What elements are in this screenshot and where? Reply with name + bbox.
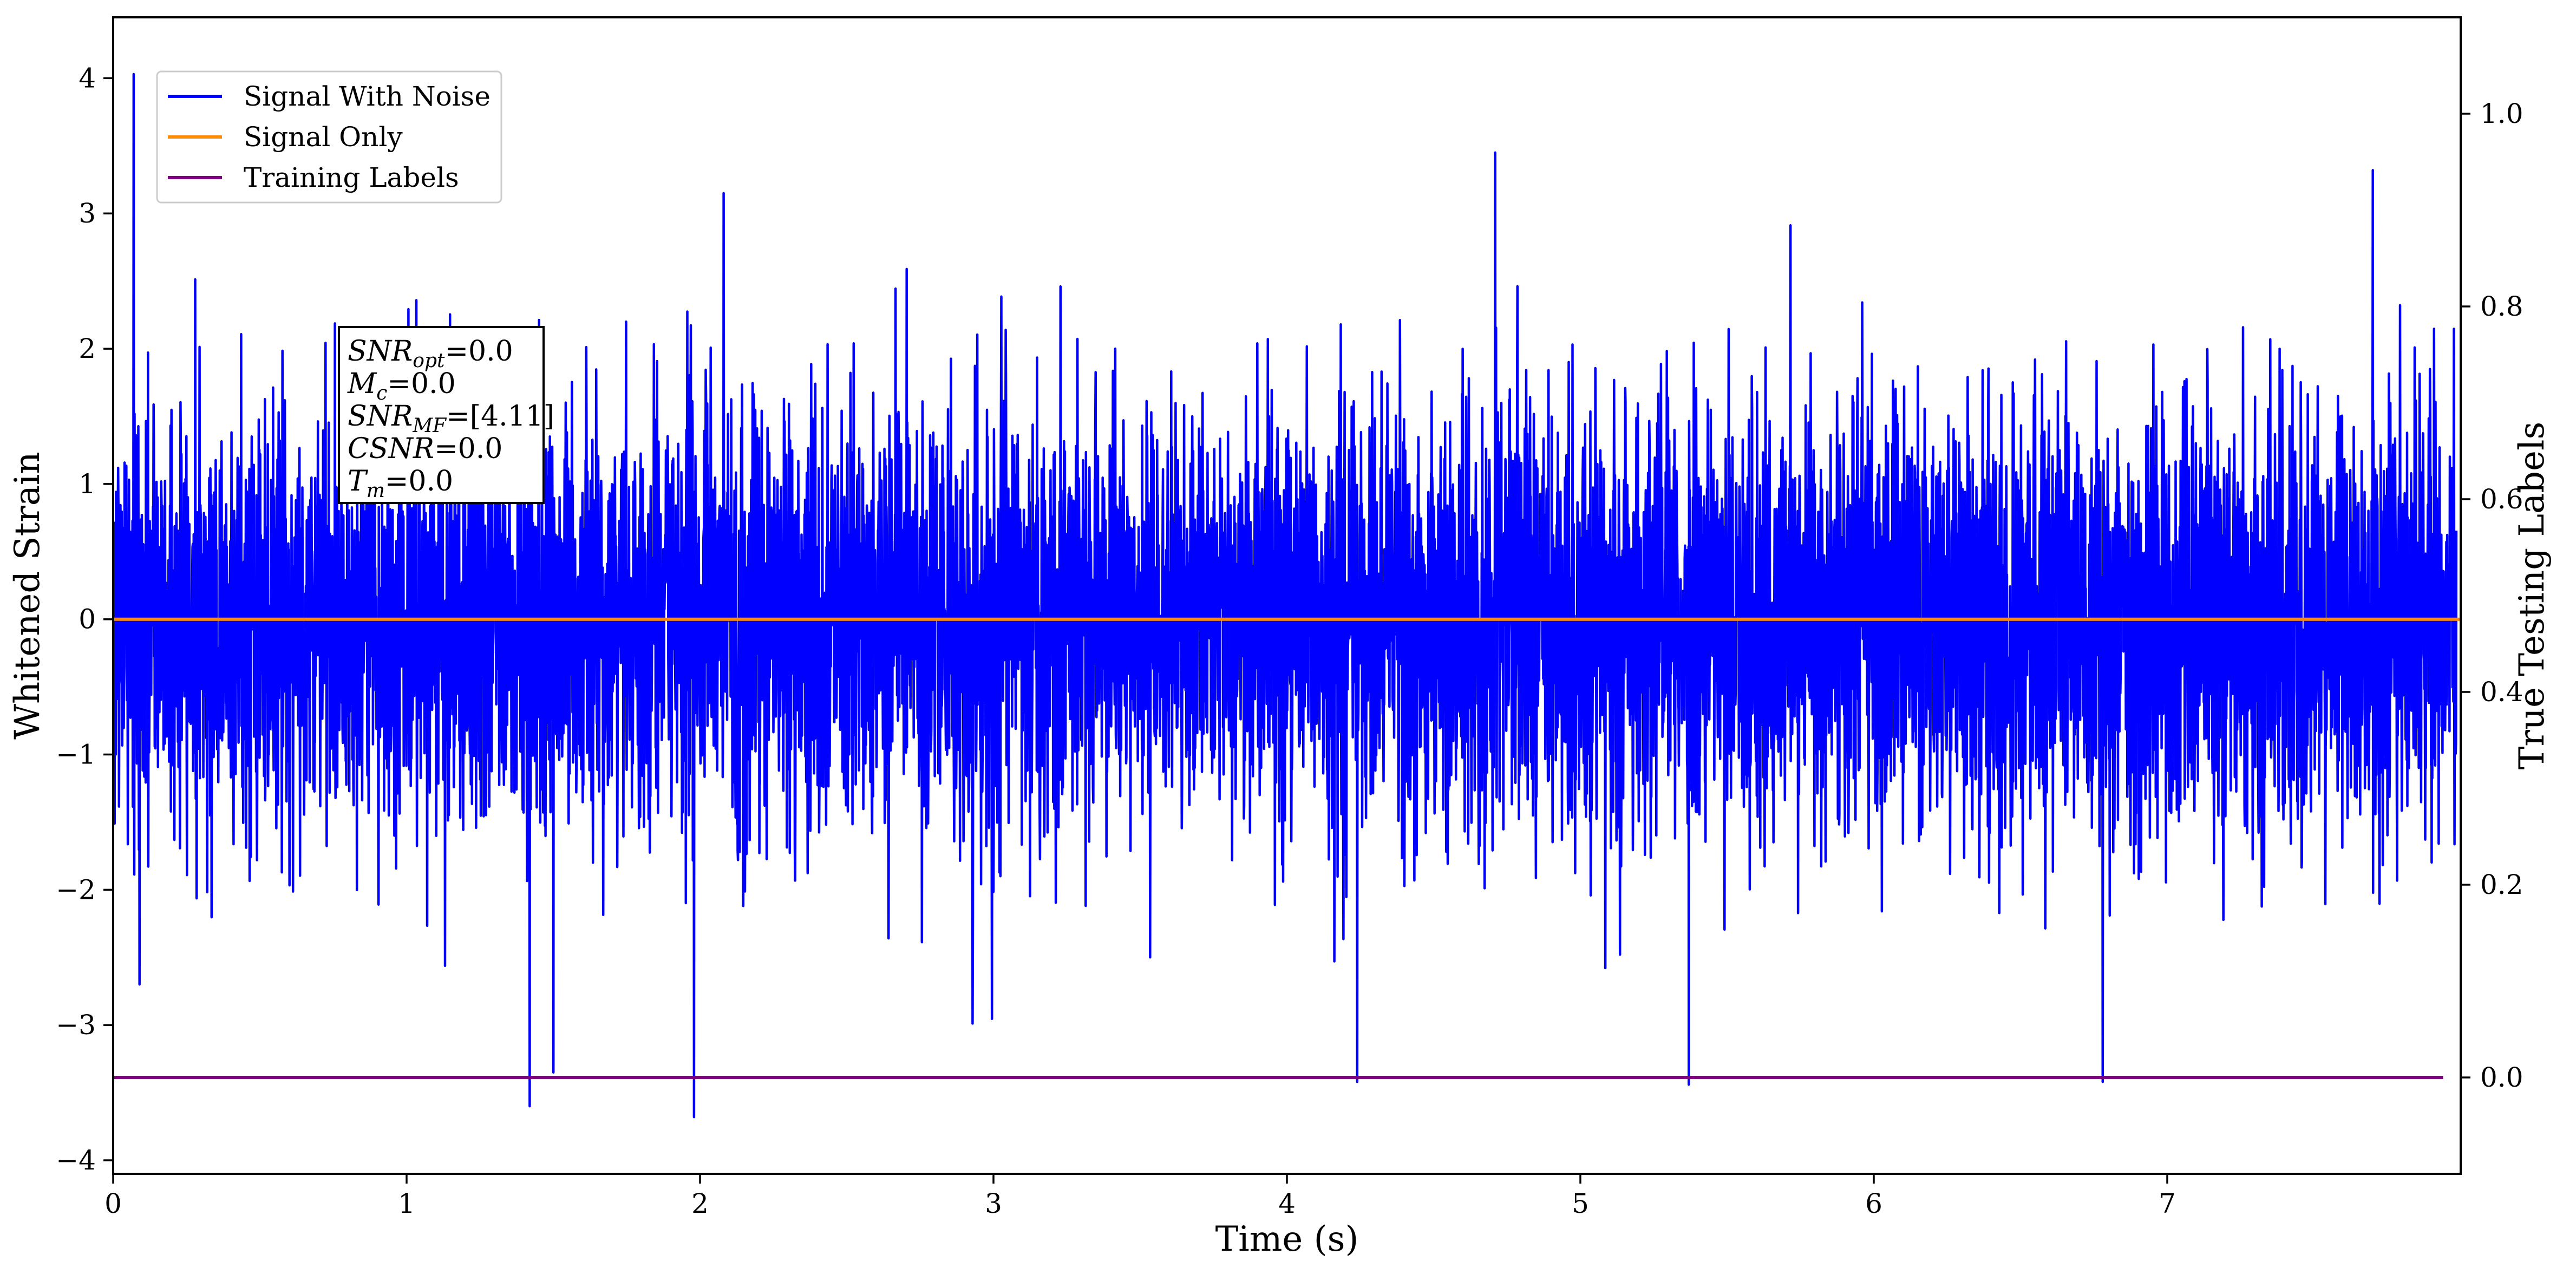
y2-tick-label: 0.2: [2480, 869, 2523, 900]
annotation-value: =0.0: [385, 465, 453, 498]
annotation-subscript: m: [367, 480, 385, 502]
y-tick-label: 3: [79, 198, 96, 229]
y-tick-label: 0: [79, 604, 96, 635]
y-tick-label: 4: [79, 62, 96, 94]
legend-label: Signal With Noise: [244, 81, 491, 112]
axes-layer: 0 1 2 3 4 5 6 7 −4 −3 −2 −1 0 1 2 3 4 0.0 0.2 0.4 0.6 0.8 1.0 T…: [8, 16, 2552, 1259]
annotation-subscript: MF: [412, 415, 447, 437]
legend-label: Training Labels: [244, 162, 459, 193]
x-tick-label: 2: [691, 1188, 709, 1219]
y-tick-label: −3: [56, 1009, 96, 1041]
x-tick-label: 6: [1865, 1188, 1882, 1219]
y-tick-label: 1: [79, 468, 96, 500]
annotation-subscript: c: [376, 382, 387, 404]
x-tick-label: 0: [104, 1188, 122, 1219]
annotation-line: Mc=0.0: [347, 368, 456, 404]
annotation-symbol: SNR: [348, 335, 413, 368]
annotation-value: =0.0: [387, 368, 455, 400]
annotation-symbol: T: [348, 465, 368, 498]
x-tick-label: 1: [398, 1188, 415, 1219]
y2-tick-label: 0.8: [2480, 291, 2523, 322]
annotation-line: SNRopt=0.0: [348, 335, 513, 372]
x-tick-label: 7: [2159, 1188, 2176, 1219]
y2-tick-label: 1.0: [2480, 98, 2523, 129]
annotation-value: =0.0: [444, 335, 513, 368]
annotation-value: =0.0: [434, 433, 502, 465]
annotation-symbol: SNR: [348, 400, 413, 433]
annotation-box: SNRopt=0.0Mc=0.0SNRMF=[4.11]CSNR=0.0Tm=0…: [338, 326, 554, 504]
legend-label: Signal Only: [244, 121, 403, 153]
annotation-line: Tm=0.0: [348, 465, 453, 502]
x-axis-title: Time (s): [1215, 1219, 1359, 1259]
y-axis-title: Whitened Strain: [8, 452, 48, 739]
y2-tick-label: 0.4: [2480, 676, 2523, 708]
y-tick-label: 2: [79, 333, 96, 364]
y2-tick-label: 0.6: [2480, 484, 2523, 515]
annotation-frame: [338, 326, 545, 504]
annotation-subscript: opt: [413, 350, 445, 372]
plot-area: [113, 73, 2461, 1119]
annotation-line: CSNR=0.0: [348, 433, 502, 465]
series-signal-with-noise: [113, 73, 2458, 1119]
y2-tick-label: 0.0: [2480, 1062, 2523, 1093]
annotation-symbol: CSNR: [348, 433, 434, 465]
legend-frame: [156, 70, 502, 204]
y2-axis-title: True Testing Labels: [2512, 422, 2552, 770]
annotation-symbol: M: [347, 368, 377, 400]
y-tick-label: −1: [56, 739, 96, 770]
x-tick-label: 5: [1572, 1188, 1589, 1219]
annotation-line: SNRMF=[4.11]: [348, 400, 554, 437]
y-tick-label: −2: [56, 874, 96, 905]
x-tick-label: 3: [985, 1188, 1002, 1219]
y-tick-label: −4: [56, 1145, 96, 1176]
annotation-value: =[4.11]: [446, 400, 554, 433]
x-tick-label: 4: [1278, 1188, 1296, 1219]
legend: Signal With Noise Signal Only Training Lab…: [156, 70, 502, 204]
